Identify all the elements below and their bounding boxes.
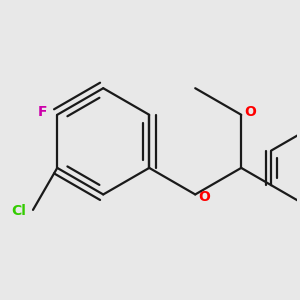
Text: O: O <box>244 106 256 119</box>
Text: F: F <box>38 106 47 119</box>
Text: Cl: Cl <box>12 204 27 218</box>
Text: O: O <box>199 190 210 204</box>
